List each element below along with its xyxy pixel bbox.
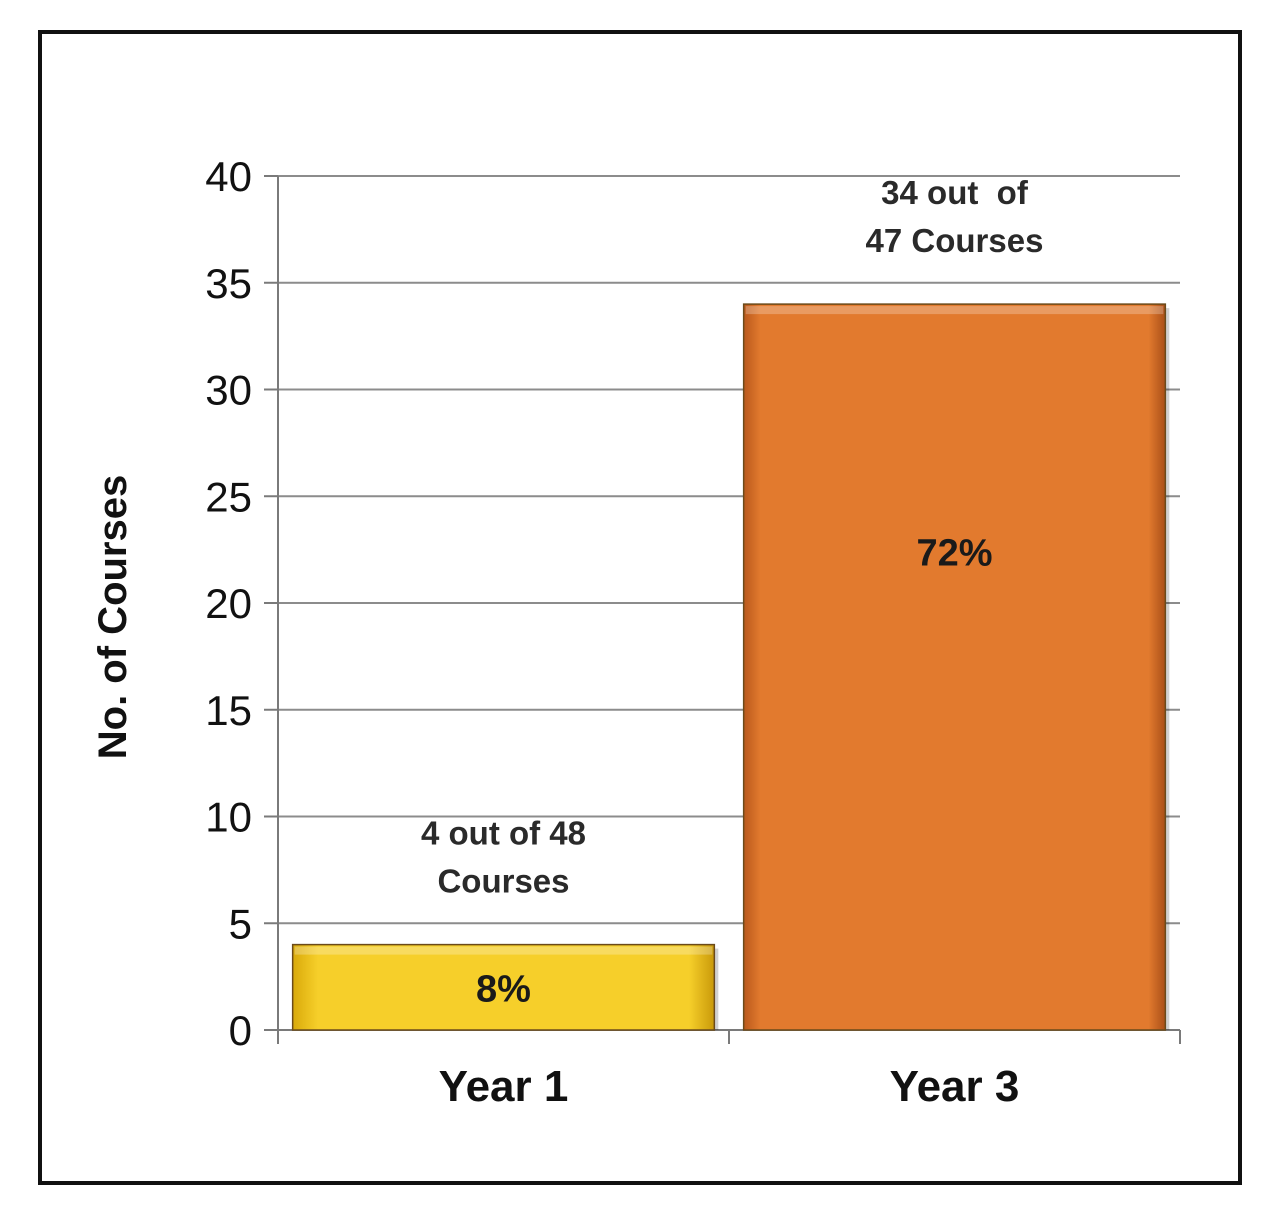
y-tick-label: 5	[229, 900, 252, 947]
x-category-label: Year 1	[439, 1062, 569, 1111]
bar-bevel	[294, 946, 713, 955]
y-tick-label: 20	[205, 580, 252, 627]
bar-annotation-line: Courses	[437, 863, 569, 900]
labels: Year 1 8% 4 out of 48 Courses Year 3 72% 34 ou…	[421, 174, 1043, 1111]
bar-annotation-line: 4 out of 48	[421, 815, 586, 852]
y-tick-label: 40	[205, 153, 252, 200]
bar-percent-label: 72%	[916, 532, 992, 574]
bar-bevel	[745, 306, 1164, 315]
bar-annotation-line: 47 Courses	[866, 222, 1044, 259]
bar-year-3	[742, 303, 1167, 1031]
y-tick-label: 15	[205, 687, 252, 734]
y-tick-label: 25	[205, 473, 252, 520]
y-axis-title: No. of Courses	[91, 475, 135, 759]
y-tick-label: 10	[205, 794, 252, 841]
bar-percent-label: 8%	[476, 968, 531, 1010]
bars	[291, 303, 1170, 1031]
y-tick-label: 0	[229, 1007, 252, 1054]
bar-year-1	[291, 943, 716, 1031]
y-tick-label: 35	[205, 260, 252, 307]
bar-annotation-line: 34 out of	[881, 174, 1029, 211]
y-tick-label: 30	[205, 367, 252, 414]
x-category-label: Year 3	[890, 1062, 1020, 1111]
